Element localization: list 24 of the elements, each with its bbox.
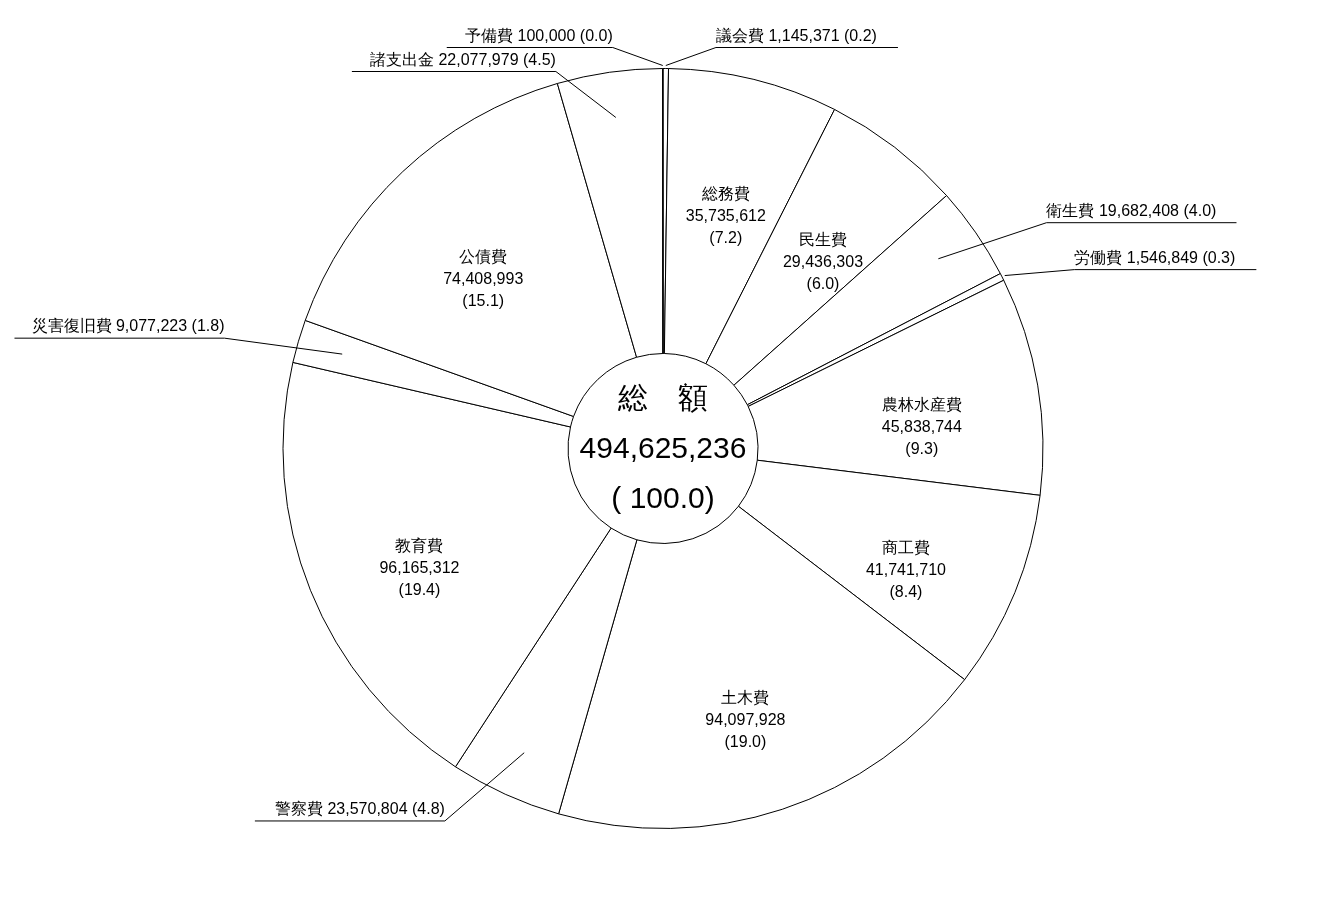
slice-label: 農林水産費 (881, 395, 962, 413)
text: ( 100.0) (611, 480, 715, 514)
slice-label: 総務費 (700, 184, 750, 202)
slice-label: 衛生費 19,682,408 (4.0) (1046, 201, 1217, 219)
slice-label: 民生費 (799, 231, 847, 249)
text: 494,625,236 (579, 430, 747, 464)
slice-label: 諸支出金 22,077,979 (4.5) (370, 50, 556, 68)
text: 総 額 (617, 380, 708, 414)
data-label: 29,436,303 (6.0) (782, 253, 864, 293)
slice-label: 公債費 (459, 248, 508, 266)
slice-label: 労働費 1,546,849 (0.3) (1074, 248, 1236, 266)
data-label: 96,165,312 (19.4) (379, 559, 460, 599)
slice-label: 議会費 1,145,371 (0.2) (715, 26, 877, 44)
slice-label: 予備費 100,000 (0.0) (465, 26, 613, 44)
slice-label: 教育費 (395, 537, 444, 555)
slice-label: 商工費 (881, 538, 930, 556)
data-label: 94,097,928 (19.0) (705, 710, 786, 750)
data-label: 41,741,710 (8.4) (865, 560, 947, 600)
data-label: 45,838,744 (9.3) (881, 417, 962, 457)
slice-label: 警察費 23,570,804 (4.8) (275, 799, 445, 817)
data-label: 74,408,993 (15.1) (443, 270, 524, 310)
data-label: 35,735,612 (7.2) (685, 206, 766, 246)
slice-label: 土木費 (721, 688, 770, 706)
slice-label: 災害復旧費 9,077,223 (1.8) (31, 317, 225, 335)
